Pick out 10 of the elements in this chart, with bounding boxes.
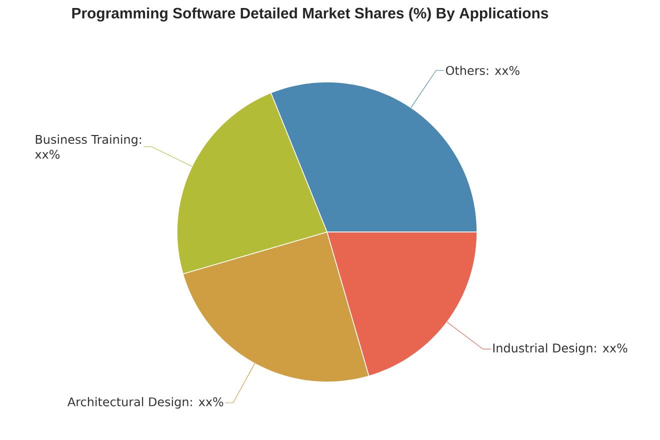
slice-label: Architectural Design bbox=[68, 397, 188, 409]
data-label: : xx% bbox=[486, 66, 520, 75]
slice-label: Business Training bbox=[36, 134, 138, 146]
slice-label: Industrial Design bbox=[493, 343, 592, 355]
chart-title: Programming Software Detailed Market Shares (%) By Applications bbox=[72, 8, 548, 22]
data-label: : xx% bbox=[594, 343, 628, 353]
text: : bbox=[140, 138, 142, 144]
slice-label: Others bbox=[446, 66, 485, 75]
data-label: : xx% bbox=[190, 397, 224, 406]
text: xx% bbox=[35, 150, 60, 159]
